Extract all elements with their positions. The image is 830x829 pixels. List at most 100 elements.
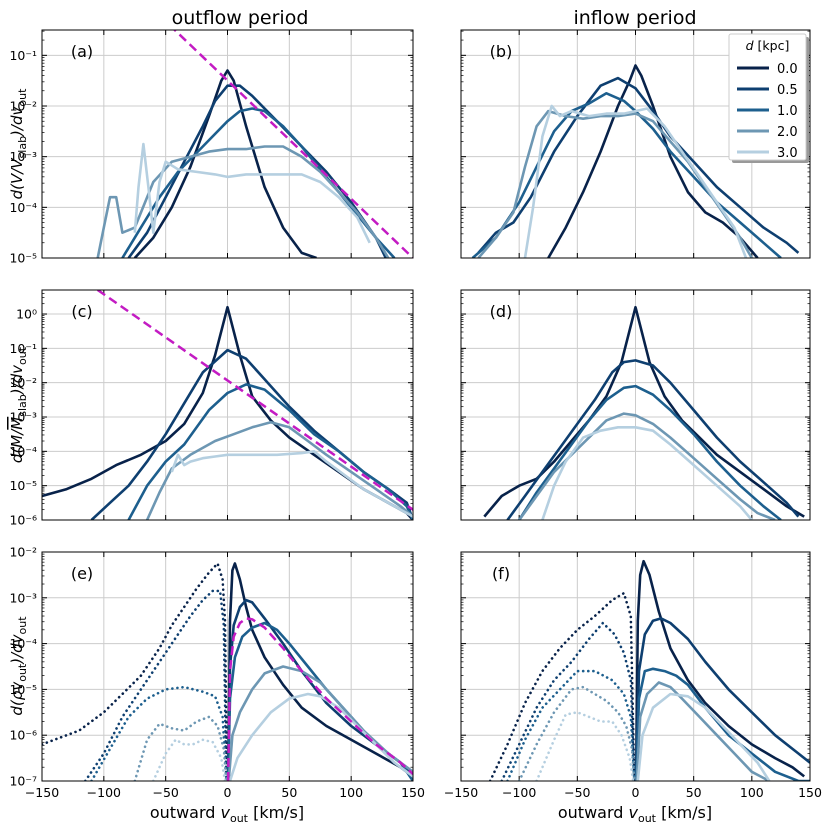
panels: (a) 10⁻⁵ 10⁻⁴ 10⁻³ 10⁻² 10⁻¹ (b) (c) 10⁻⁶ 10⁻⁵ 10⁻… (9, 29, 822, 800)
series-line-2-0 (518, 412, 776, 520)
legend-title: d [kpc] (746, 38, 790, 53)
series-line-0-5-dotted (84, 589, 228, 781)
panel-label: (a) (71, 42, 93, 61)
y-tick-label: 10⁻⁵ (9, 682, 37, 697)
series-group (42, 290, 413, 520)
series-line-1-0 (127, 383, 413, 520)
series-line-model (172, 30, 413, 258)
y-axis-label: d(M/Mslab)/dvout (8, 346, 29, 463)
y-tick-label: 10⁻² (9, 545, 37, 560)
legend-entry-label: 3.0 (777, 146, 798, 161)
panel-label: (d) (490, 302, 513, 321)
series-line-model (96, 290, 413, 511)
x-tick-label: −50 (564, 785, 590, 800)
series-line-3-0 (541, 426, 753, 520)
series-line-0-0-dotted (488, 591, 636, 781)
x-axis-label: outward vout [km/s] (150, 803, 304, 825)
legend-entry-label: 0.5 (777, 83, 798, 98)
x-tick-label: −50 (152, 785, 178, 800)
x-tick-label: −150 (444, 785, 478, 800)
series-line-2-0 (145, 420, 413, 520)
series-line-3-0 (133, 142, 371, 244)
y-axis-label: d(ρvout)/dvout (8, 616, 29, 716)
legend-box (728, 33, 807, 161)
y-tick-label: 10⁻⁵ (9, 251, 37, 266)
series-line-1-0 (634, 667, 810, 781)
x-tick-label: 50 (281, 785, 297, 800)
x-axis-label: outward vout [km/s] (558, 803, 712, 825)
axes-frame (460, 551, 811, 782)
series-line-0-0 (634, 559, 805, 781)
legend-entry-label: 0.0 (777, 62, 798, 77)
y-tick-label: 10⁻² (9, 375, 37, 390)
series-line-0-5 (634, 617, 810, 781)
x-tick-label: 50 (686, 785, 702, 800)
series-line-0-5 (127, 84, 387, 258)
legend: d [kpc] 0.0 0.5 1.0 2.0 3.0 (728, 33, 809, 163)
series-group (42, 562, 413, 781)
panel-label: (e) (71, 564, 93, 583)
y-tick-label: 10⁻⁶ (9, 513, 37, 528)
series-line-2-0 (96, 145, 390, 258)
column-title-inflow: inflow period (573, 7, 696, 29)
series-line-0-0 (547, 64, 759, 258)
series-line-1-0 (471, 92, 782, 258)
series-line-3-0 (636, 692, 771, 781)
y-tick-label: 10⁻³ (9, 410, 37, 425)
panel-label: (c) (71, 302, 92, 321)
series-line-3-0-dotted (535, 711, 635, 781)
y-tick-label: 10⁻⁴ (9, 444, 37, 459)
y-tick-label: 10⁻² (9, 99, 37, 114)
axes-frame (460, 29, 811, 259)
x-tick-label: 100 (339, 785, 363, 800)
x-tick-label: 150 (401, 785, 425, 800)
x-tick-label: −100 (87, 785, 121, 800)
series-group (471, 64, 800, 258)
x-tick-label: 0 (632, 785, 640, 800)
series-line-0-5 (477, 76, 800, 254)
series-line-1-0 (518, 384, 782, 520)
legend-entry-label: 2.0 (777, 125, 798, 140)
axes-frame (41, 289, 414, 521)
panel-d: (d) (460, 289, 811, 521)
y-tick-label: 10⁻⁴ (9, 200, 37, 215)
panel-a: (a) 10⁻⁵ 10⁻⁴ 10⁻³ 10⁻² 10⁻¹ (9, 29, 414, 266)
y-tick-label: 10⁻¹ (9, 341, 37, 356)
series-line-3-0-dotted (152, 738, 227, 781)
x-tick-label: 100 (740, 785, 764, 800)
axes-frame (41, 551, 414, 782)
y-tick-label: 10⁻¹ (9, 48, 37, 63)
series-line-0-5 (90, 348, 413, 520)
series-line-1-0 (121, 107, 396, 258)
y-tick-label: 10⁻³ (9, 149, 37, 164)
y-tick-label: 10⁻⁶ (9, 728, 37, 743)
x-tick-label: −150 (25, 785, 59, 800)
series-line-2-0-dotted (517, 685, 636, 781)
series-line-3-0 (170, 450, 413, 518)
axes-frame (41, 29, 414, 259)
y-tick-label: 10⁻⁵ (9, 478, 37, 493)
series-line-2-0 (635, 681, 770, 781)
axis-labels: d(V/Vslab)/dvout d(M/Mslab)/dvout d(ρvout)… (8, 88, 712, 825)
series-group (96, 30, 413, 258)
x-tick-label: 150 (798, 785, 822, 800)
series-line-0-5 (506, 359, 800, 520)
series-line-0-0 (226, 562, 413, 781)
series-group (488, 559, 810, 781)
series-line-2-0-dotted (133, 715, 228, 781)
series-line-0-0 (133, 69, 317, 258)
y-tick-label: 10⁻³ (9, 590, 37, 605)
panel-c: (c) 10⁻⁶ 10⁻⁵ 10⁻⁴ 10⁻³ 10⁻² 10⁻¹ 10⁰ (9, 289, 414, 528)
series-line-3-0 (523, 104, 748, 258)
panel-f: (f) −150 −100 −50 0 50 100 150 (444, 551, 822, 800)
series-line-0-0-dotted (42, 562, 229, 781)
panel-label: (f) (492, 564, 510, 583)
panel-label: (b) (490, 42, 513, 61)
series-group (483, 305, 805, 520)
series-line-1-0-dotted (90, 685, 228, 781)
series-line-3-0 (228, 692, 413, 781)
column-title-outflow: outflow period (172, 7, 309, 29)
y-tick-label: 10⁻⁷ (9, 774, 37, 789)
series-line-2-0 (227, 665, 413, 781)
